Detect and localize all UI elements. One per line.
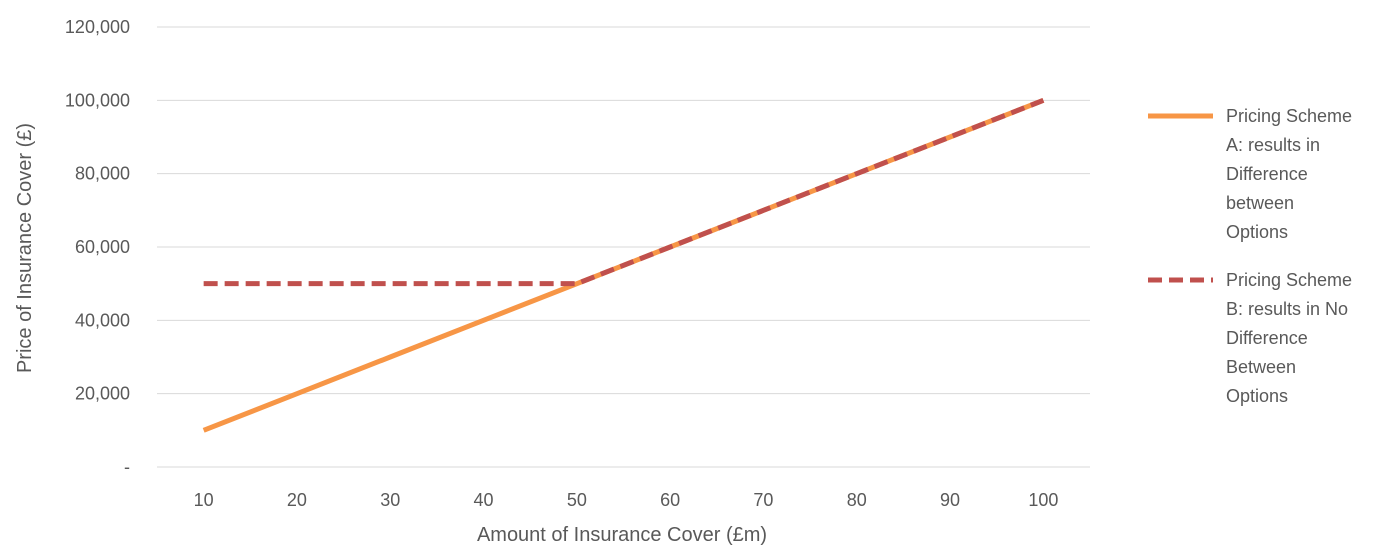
x-tick-label: 40 bbox=[474, 490, 494, 510]
legend-label: Options bbox=[1226, 222, 1288, 242]
legend-label: A: results in bbox=[1226, 135, 1320, 155]
y-tick-label: 20,000 bbox=[75, 384, 130, 404]
plot-area bbox=[202, 98, 1045, 433]
x-tick-label: 90 bbox=[940, 490, 960, 510]
legend: Pricing Scheme A: results in Difference bet… bbox=[1148, 106, 1352, 406]
x-axis-ticks: 10 20 30 40 50 60 70 80 90 100 bbox=[194, 490, 1059, 510]
legend-label: Pricing Scheme bbox=[1226, 270, 1352, 290]
y-axis-title: Price of Insurance Cover (£) bbox=[14, 123, 36, 373]
y-tick-label: 100,000 bbox=[65, 90, 130, 110]
legend-label: between bbox=[1226, 193, 1294, 213]
legend-label: B: results in No bbox=[1226, 299, 1348, 319]
x-tick-label: 50 bbox=[567, 490, 587, 510]
x-tick-label: 70 bbox=[753, 490, 773, 510]
y-tick-label: 60,000 bbox=[75, 237, 130, 257]
legend-label: Difference bbox=[1226, 328, 1308, 348]
series-line-b bbox=[203, 98, 1045, 287]
legend-label: Difference bbox=[1226, 164, 1308, 184]
y-axis: - 20,000 40,000 60,000 80,000 100,000 120,000 bbox=[65, 17, 130, 477]
x-tick-label: 20 bbox=[287, 490, 307, 510]
legend-label: Pricing Scheme bbox=[1226, 106, 1352, 126]
legend-label: Options bbox=[1226, 386, 1288, 406]
y-tick-label: - bbox=[124, 457, 130, 477]
y-tick-label: 40,000 bbox=[75, 310, 130, 330]
gridlines bbox=[157, 26, 1090, 395]
x-tick-label: 60 bbox=[660, 490, 680, 510]
x-axis-title: Amount of Insurance Cover (£m) bbox=[477, 524, 767, 546]
x-tick-label: 100 bbox=[1028, 490, 1058, 510]
x-tick-label: 80 bbox=[847, 490, 867, 510]
y-tick-label: 120,000 bbox=[65, 17, 130, 37]
x-tick-label: 10 bbox=[194, 490, 214, 510]
y-tick-label: 80,000 bbox=[75, 164, 130, 184]
legend-label: Between bbox=[1226, 357, 1296, 377]
x-tick-label: 30 bbox=[380, 490, 400, 510]
